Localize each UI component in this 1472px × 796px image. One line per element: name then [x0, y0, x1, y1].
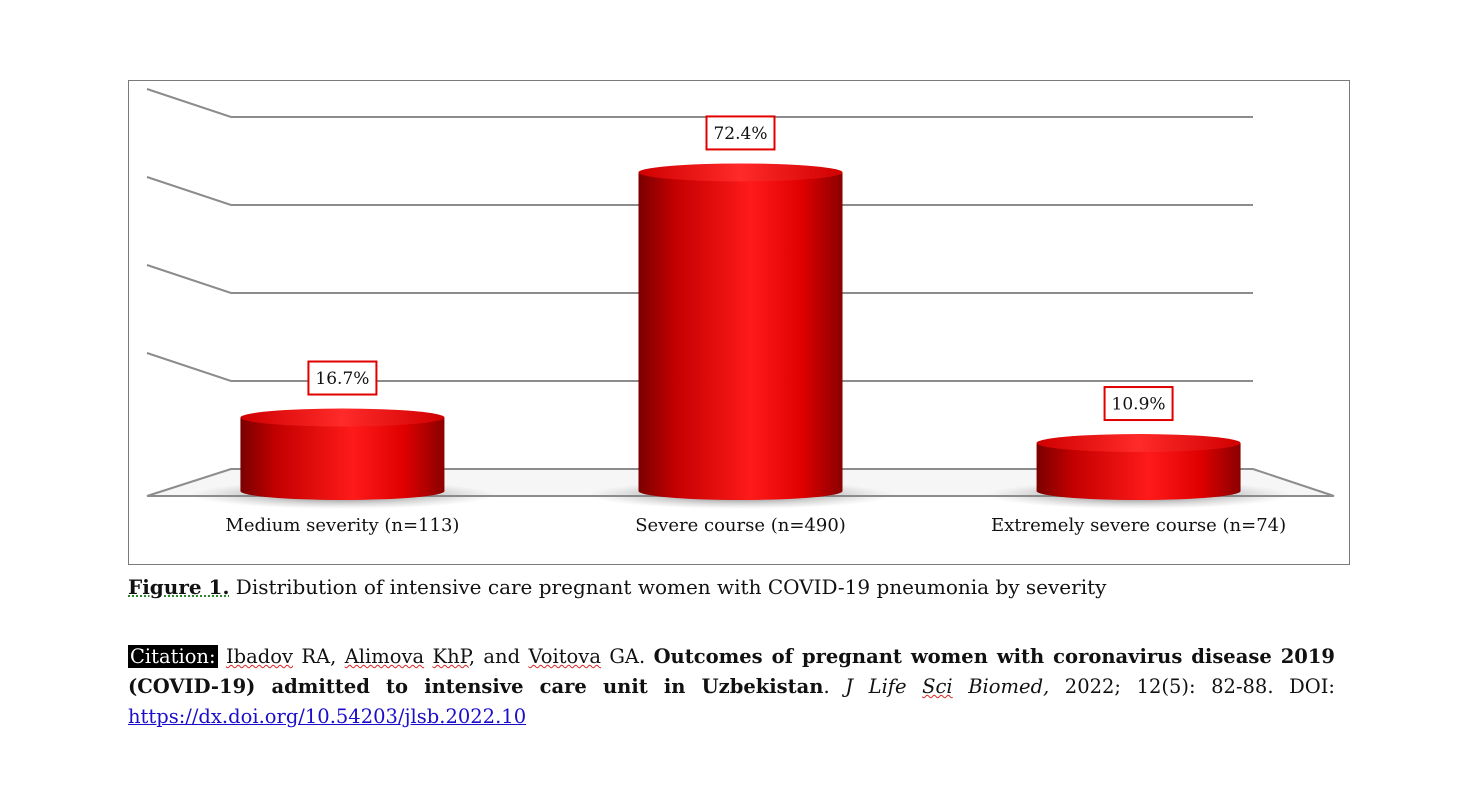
author-3: Voitova [528, 645, 601, 668]
author-2: Alimova [344, 645, 425, 668]
bar-top [240, 408, 445, 427]
article-title: Outcomes of pregnant women with coronavi… [128, 645, 1335, 698]
figure-caption-text: Distribution of intensive care pregnant … [229, 575, 1107, 599]
author-2-space [424, 645, 432, 668]
bar [1036, 443, 1241, 500]
author-2-initials: KhP [432, 645, 469, 668]
and-text: , and [468, 645, 529, 668]
category-label: Severe course (n=490) [635, 515, 846, 536]
data-label-box [307, 360, 378, 396]
bar-chart: 16.7% 72.4% 10.9% Medium severity (n=113) S… [146, 88, 1335, 536]
author-1-rest: RA, [293, 645, 345, 668]
bars [189, 163, 1292, 509]
publication-details: 2022; 12(5): 82-88. DOI: [1049, 675, 1335, 698]
gridline [146, 176, 1253, 206]
citation: Citation: Ibadov RA, Alimova KhP, and Vo… [128, 642, 1335, 732]
gridline [146, 88, 1253, 118]
data-label-box [1103, 386, 1174, 422]
bar-top [638, 163, 843, 182]
chart-frame: 16.7% 72.4% 10.9% Medium severity (n=113) S… [128, 80, 1350, 565]
data-labels: 16.7% 72.4% 10.9% [307, 115, 1174, 422]
category-label: Extremely severe course (n=74) [991, 515, 1286, 536]
gridlines [146, 88, 1253, 382]
bar [240, 417, 445, 500]
data-label: 72.4% [713, 124, 767, 144]
data-label: 10.9% [1112, 395, 1166, 415]
figure-label: Figure 1. [128, 575, 230, 599]
author-3-rest: GA. [600, 645, 654, 668]
author-1: Ibadov [225, 645, 293, 668]
citation-label: Citation: [128, 645, 218, 668]
bar [638, 172, 843, 500]
journal-name-b: Sci [922, 675, 953, 698]
category-label: Medium severity (n=113) [225, 515, 459, 536]
data-label: 16.7% [315, 369, 369, 389]
figure-caption: Figure 1. Distribution of intensive care… [128, 575, 1106, 599]
data-label-box [705, 115, 776, 151]
gridline [146, 352, 1253, 382]
gridline [146, 264, 1253, 294]
doi-link[interactable]: https://dx.doi.org/10.54203/jlsb.2022.10 [128, 705, 527, 728]
category-labels: Medium severity (n=113) Severe course (n=… [225, 515, 1286, 536]
journal-name-a: J Life [845, 675, 923, 698]
bar-top [1036, 434, 1241, 453]
article-title-end: . [823, 675, 846, 698]
journal-name-c: Biomed, [952, 675, 1050, 698]
